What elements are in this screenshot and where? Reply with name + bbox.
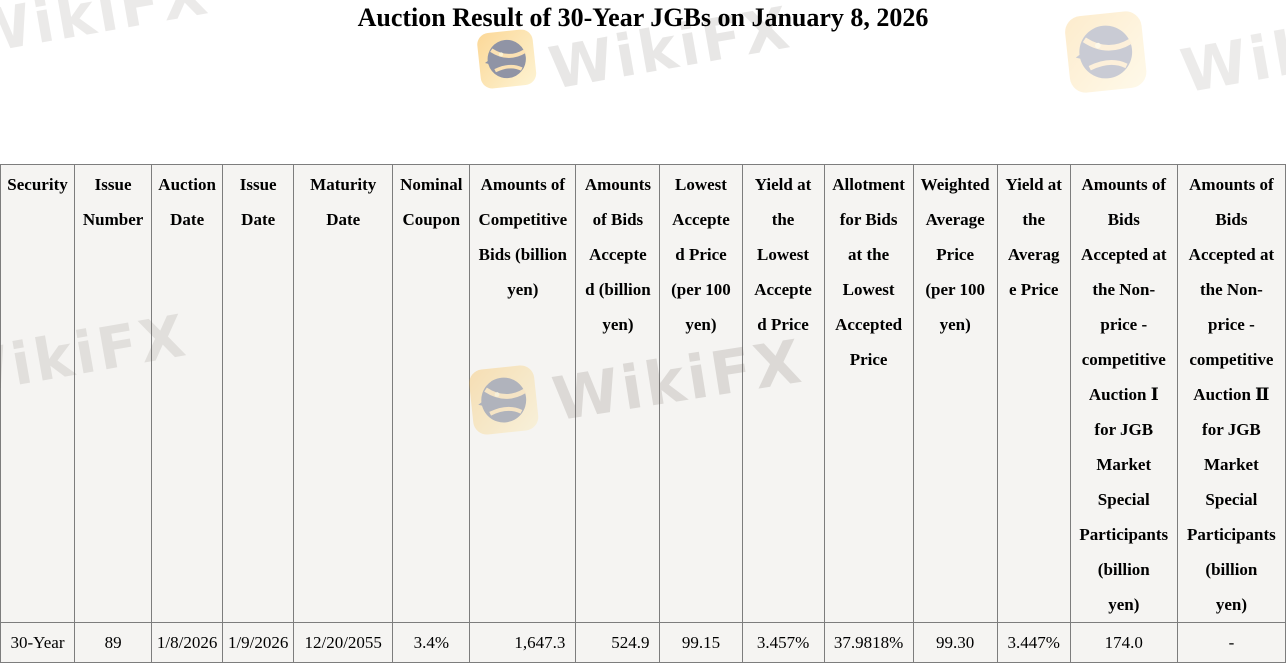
cell-security: 30-Year	[0, 622, 76, 663]
cell-yield-lowest-price: 3.457%	[741, 622, 825, 663]
page-title: Auction Result of 30-Year JGBs on Januar…	[357, 3, 929, 32]
data-row: 30-Year 89 1/8/2026 1/9/2026 12/20/2055 …	[0, 622, 1286, 663]
cell-allotment-lowest-price: 37.9818%	[823, 622, 914, 663]
column-header-yield-average-price: Yield at the Averag e Price	[996, 164, 1071, 623]
column-header-noncompetitive-auction-2: Amounts of Bids Accepted at the Non- pri…	[1176, 164, 1286, 623]
cell-nominal-coupon: 3.4%	[392, 622, 471, 663]
column-header-noncompetitive-auction-1: Amounts of Bids Accepted at the Non- pri…	[1069, 164, 1178, 623]
cell-competitive-bids: 1,647.3	[469, 622, 577, 663]
cell-noncompetitive-auction-2: -	[1176, 622, 1286, 663]
cell-lowest-accepted-price: 99.15	[659, 622, 743, 663]
cell-weighted-average-price: 99.30	[912, 622, 998, 663]
auction-result-table: Security Issue Number Auction Date Issue…	[0, 164, 1286, 663]
cell-yield-average-price: 3.447%	[996, 622, 1071, 663]
cell-bids-accepted: 524.9	[575, 622, 661, 663]
cell-auction-date: 1/8/2026	[151, 622, 224, 663]
cell-noncompetitive-auction-1: 174.0	[1069, 622, 1178, 663]
column-header-weighted-average-price: Weighted Average Price (per 100 yen)	[912, 164, 998, 623]
column-header-allotment-lowest-price: Allotment for Bids at the Lowest Accepte…	[823, 164, 914, 623]
column-header-lowest-accepted-price: Lowest Accepte d Price (per 100 yen)	[659, 164, 743, 623]
column-header-competitive-bids: Amounts of Competitive Bids (billion yen…	[469, 164, 577, 623]
cell-issue-date: 1/9/2026	[222, 622, 295, 663]
column-header-auction-date: Auction Date	[151, 164, 224, 623]
column-header-nominal-coupon: Nominal Coupon	[392, 164, 471, 623]
column-header-issue-date: Issue Date	[222, 164, 295, 623]
cell-maturity-date: 12/20/2055	[293, 622, 394, 663]
column-header-issue-number: Issue Number	[74, 164, 153, 623]
wikifx-logo-icon	[475, 27, 539, 96]
column-header-bids-accepted: Amounts of Bids Accepte d (billion yen)	[575, 164, 661, 623]
column-header-security: Security	[0, 164, 76, 623]
column-header-maturity-date: Maturity Date	[293, 164, 394, 623]
cell-issue-number: 89	[74, 622, 153, 663]
column-header-yield-lowest-price: Yield at the Lowest Accepte d Price	[741, 164, 825, 623]
header-row: Security Issue Number Auction Date Issue…	[0, 164, 1286, 623]
